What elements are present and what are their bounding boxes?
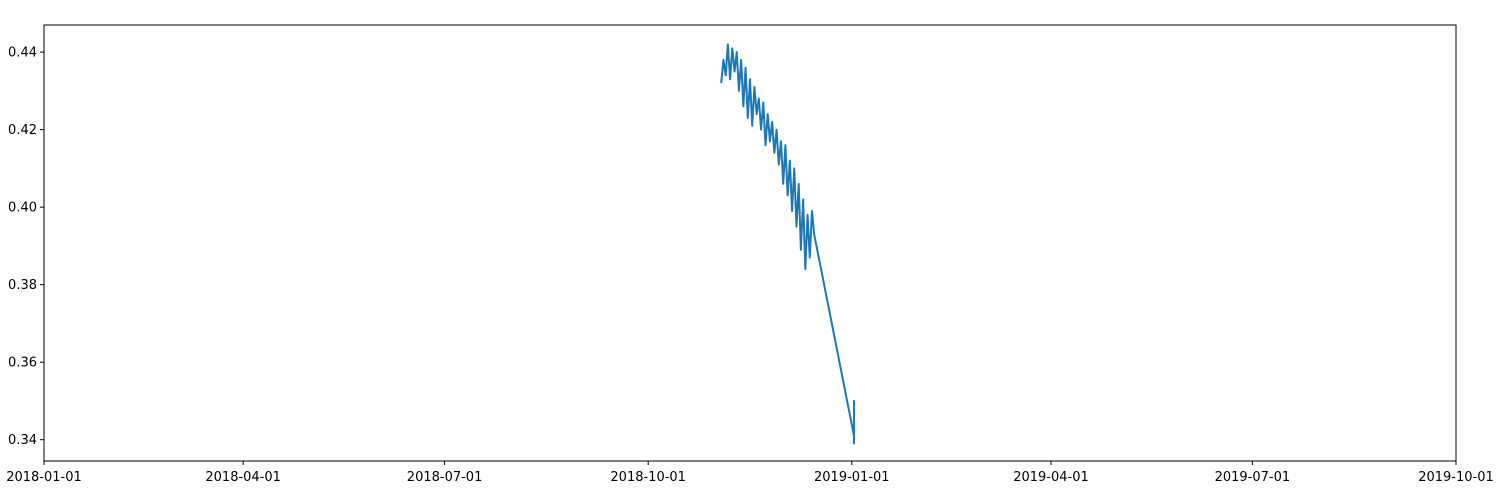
series-layer [720,43,856,445]
plot-frame [43,24,1457,462]
x-tick-label: 2019-07-01 [1215,470,1291,485]
x-tick-label: 2018-04-01 [205,470,281,485]
x-tick-label: 2018-10-01 [610,470,686,485]
y-tick-label: 0.34 [8,433,37,448]
x-tick-label: 2019-04-01 [1013,470,1089,485]
x-tick-label: 2018-07-01 [407,470,483,485]
y-axis: 0.34 0.36 0.38 0.40 0.42 0.44 [8,46,44,448]
x-tick-label: 2019-01-01 [814,470,890,485]
series-line-0 [720,43,856,445]
y-tick-label: 0.36 [8,356,37,371]
y-tick-label: 0.38 [8,278,37,293]
y-tick-label: 0.40 [8,201,37,216]
x-axis: 2018-01-01 2018-04-01 2018-07-01 2018-10-01… [6,461,1494,485]
y-tick-label: 0.42 [8,123,37,138]
y-tick-label: 0.44 [8,46,37,61]
x-tick-label: 2018-01-01 [6,470,82,485]
x-tick-label: 2019-10-01 [1418,470,1494,485]
